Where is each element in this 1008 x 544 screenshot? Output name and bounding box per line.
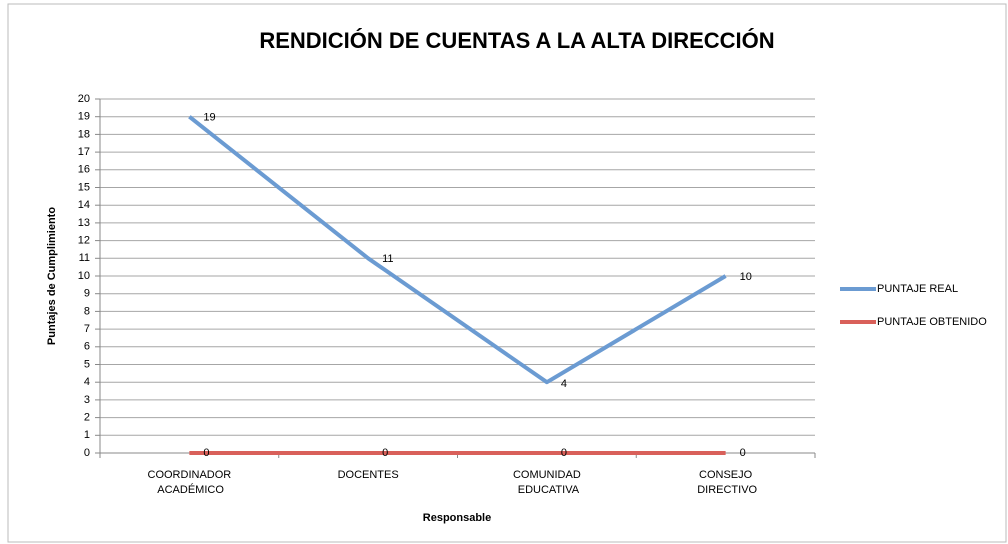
y-tick-label: 18 <box>78 128 90 140</box>
x-tick-label: COORDINADOR ACADÉMICO <box>148 469 232 496</box>
data-label: 0 <box>382 447 388 459</box>
x-tick-label: DOCENTES <box>338 469 399 481</box>
data-label: 4 <box>561 378 567 390</box>
x-axis-label: Responsable <box>423 512 491 524</box>
legend-label: PUNTAJE REAL <box>877 283 958 295</box>
data-label: 19 <box>203 112 215 124</box>
data-label: 11 <box>382 253 393 265</box>
y-tick-label: 14 <box>78 199 90 211</box>
y-tick-label: 1 <box>84 429 90 441</box>
y-tick-label: 11 <box>79 252 90 264</box>
y-tick-label: 5 <box>84 358 90 370</box>
y-tick-label: 2 <box>84 412 90 424</box>
y-tick-label: 0 <box>84 447 90 459</box>
data-label: 10 <box>740 271 752 283</box>
y-tick-label: 10 <box>78 270 90 282</box>
y-tick-label: 8 <box>84 305 90 317</box>
y-tick-label: 4 <box>84 376 90 388</box>
data-label: 0 <box>203 447 209 459</box>
x-tick-label: COMUNIDAD EDUCATIVA <box>513 469 581 496</box>
data-label: 0 <box>561 447 567 459</box>
y-tick-label: 16 <box>78 164 90 176</box>
y-axis-label: Puntajes de Cumplimiento <box>46 207 58 345</box>
y-tick-label: 15 <box>78 181 90 193</box>
y-tick-label: 12 <box>78 235 90 247</box>
y-tick-label: 7 <box>84 323 90 335</box>
y-tick-label: 20 <box>78 93 90 105</box>
chart-title: RENDICIÓN DE CUENTAS A LA ALTA DIRECCIÓN <box>259 28 774 53</box>
y-tick-label: 9 <box>84 288 90 300</box>
y-tick-label: 19 <box>78 111 90 123</box>
legend-label: PUNTAJE OBTENIDO <box>877 316 987 328</box>
data-label: 0 <box>740 447 746 459</box>
y-tick-label: 17 <box>78 146 90 158</box>
y-tick-label: 6 <box>84 341 90 353</box>
y-tick-label: 13 <box>78 217 90 229</box>
x-tick-label: CONSEJO DIRECTIVO <box>694 469 757 496</box>
series-line <box>188 115 727 385</box>
chart-frame <box>7 3 1007 543</box>
y-tick-label: 3 <box>84 394 90 406</box>
